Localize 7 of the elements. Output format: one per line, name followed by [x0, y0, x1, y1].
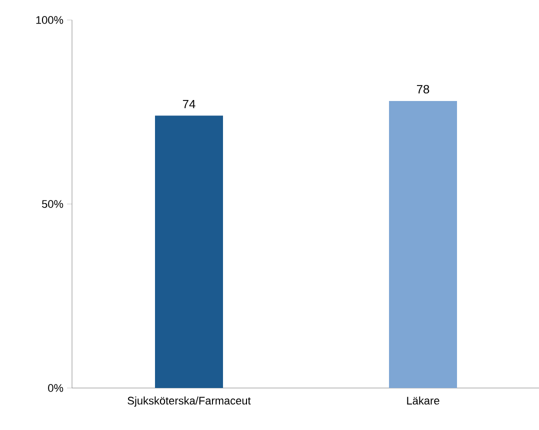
x-tick-label: Läkare: [407, 396, 440, 405]
x-tick-label: Sjuksköterska/Farmaceut: [128, 396, 251, 407]
data-label: 78: [416, 84, 430, 94]
y-tick-label: 50%: [42, 200, 64, 208]
y-tick-label: 100%: [36, 16, 64, 24]
data-label: 74: [182, 100, 196, 108]
y-tick-label: 0%: [48, 384, 64, 392]
